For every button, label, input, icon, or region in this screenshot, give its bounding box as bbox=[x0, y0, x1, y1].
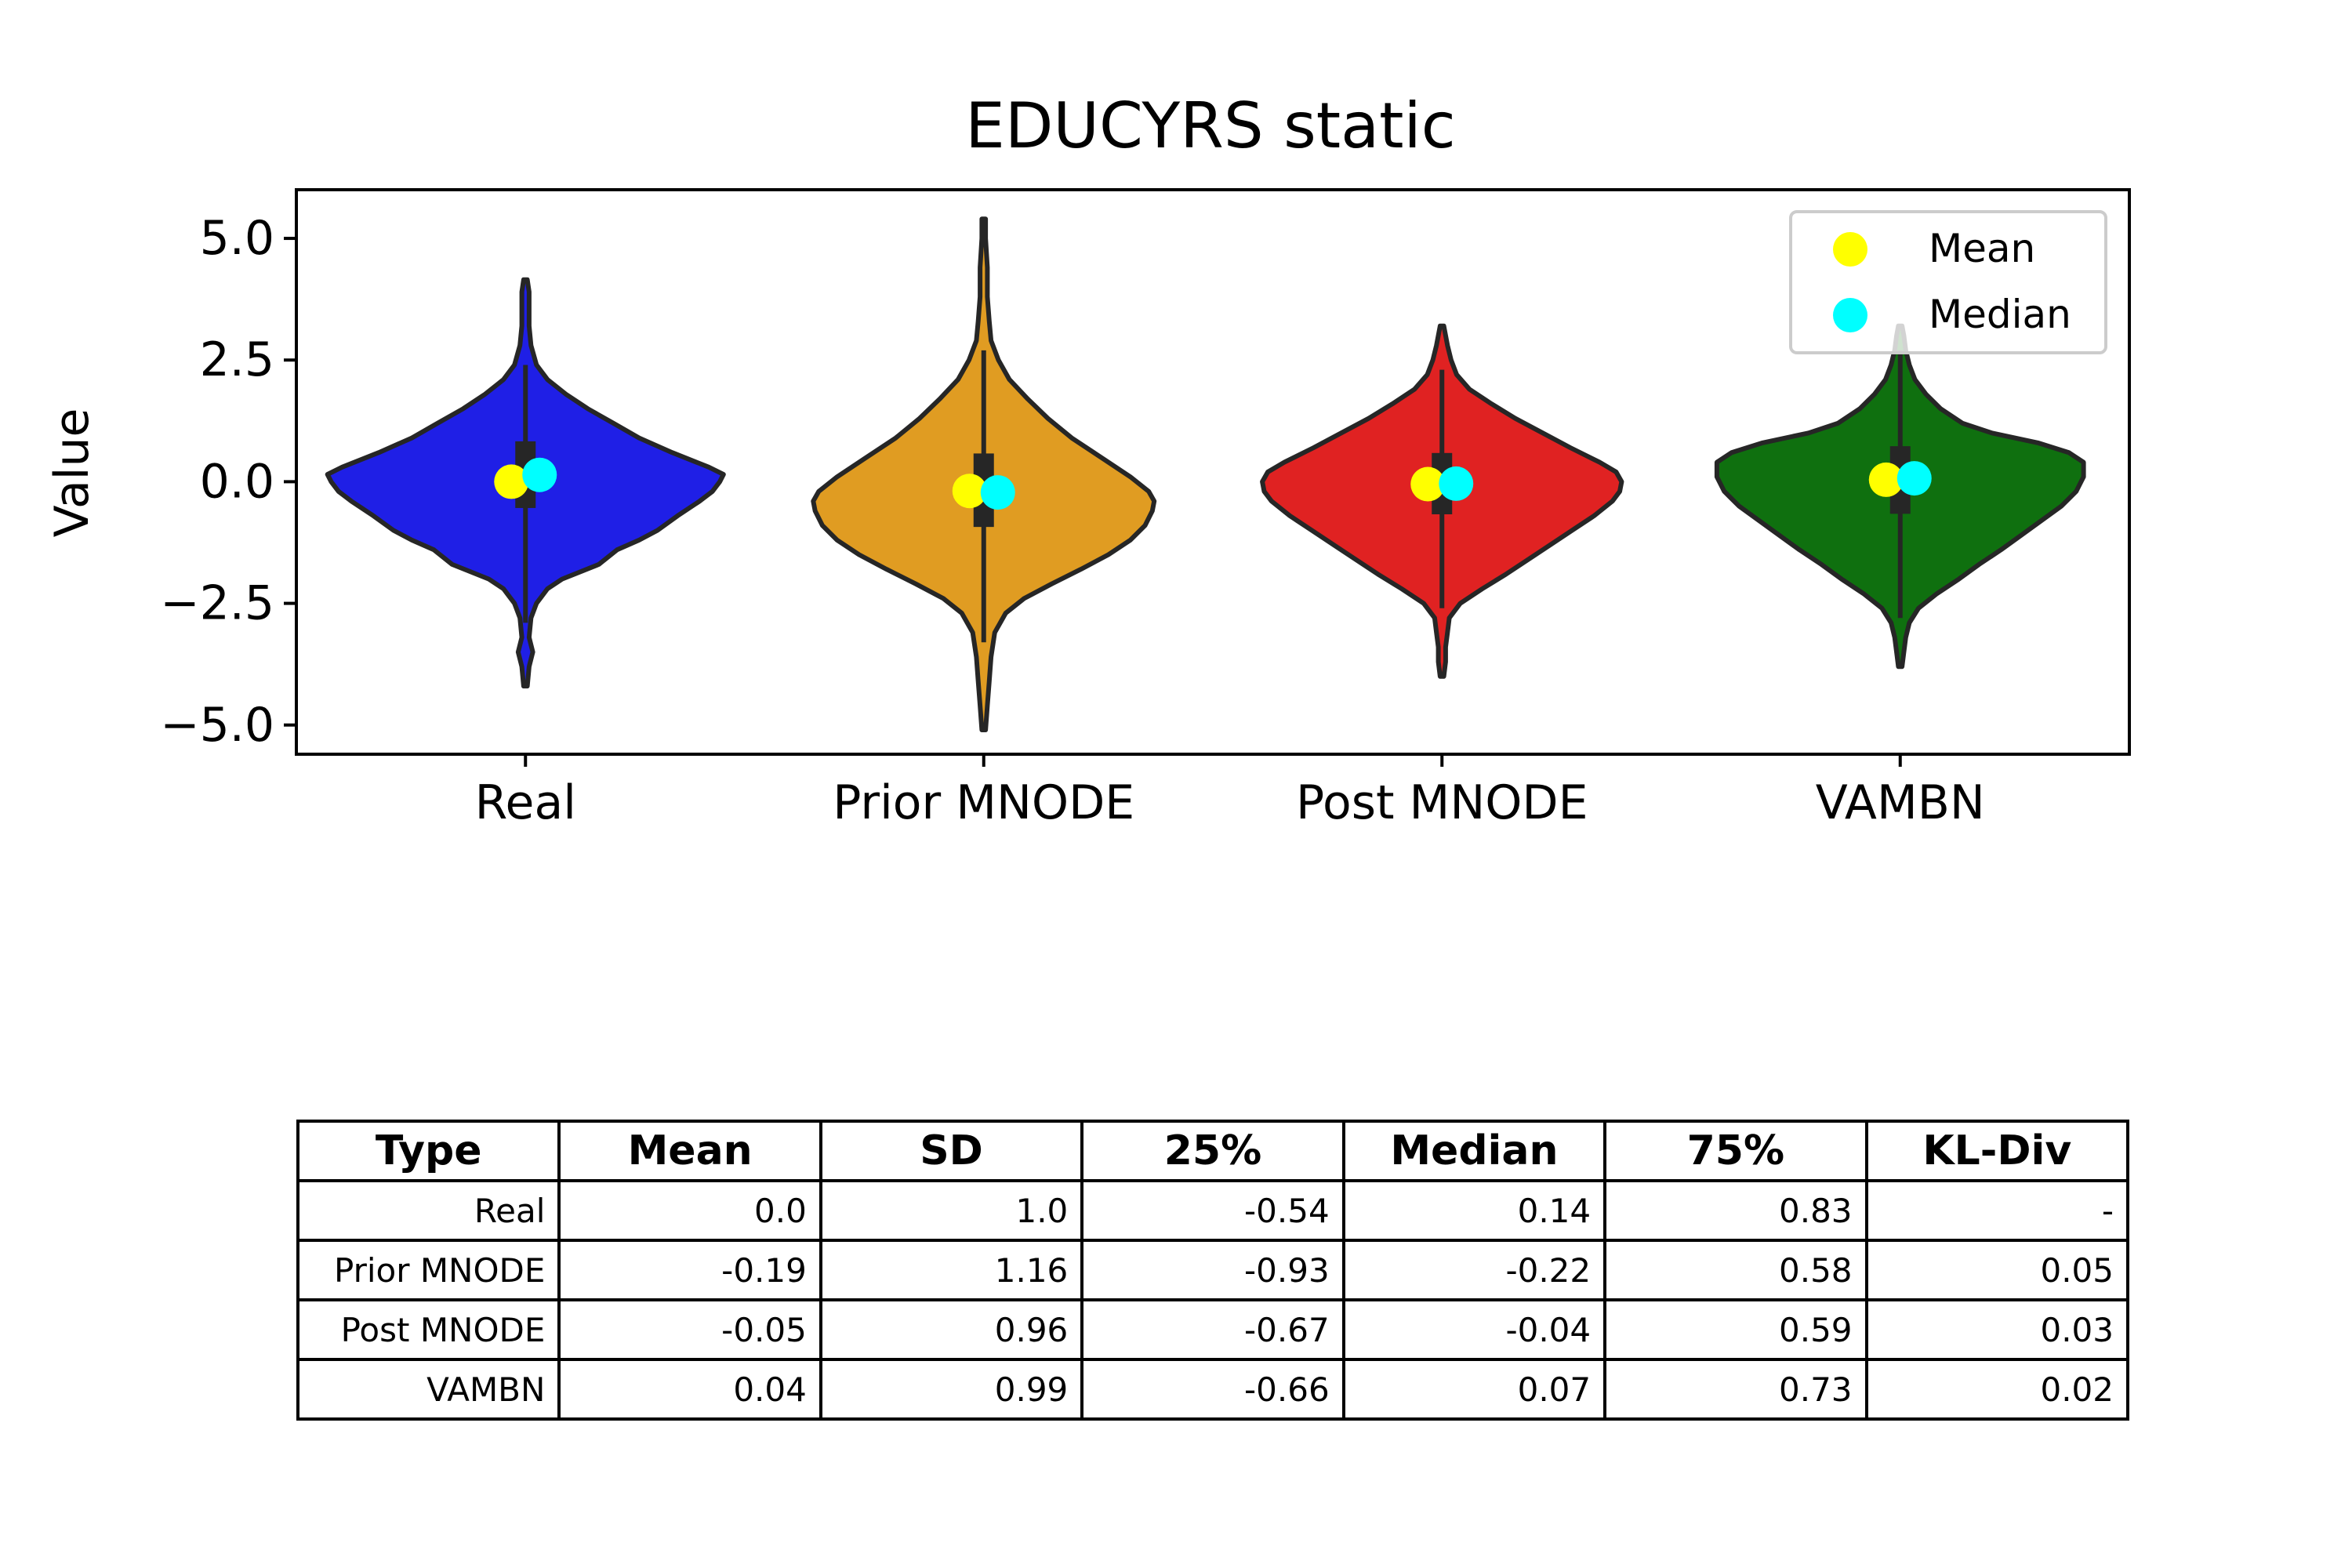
table-cell: 0.58 bbox=[1603, 1239, 1868, 1301]
table-cell: VAMBN bbox=[296, 1358, 561, 1421]
legend-box bbox=[1789, 210, 2107, 354]
table-cell: 0.14 bbox=[1341, 1179, 1607, 1242]
table-cell: 0.05 bbox=[1864, 1239, 2130, 1301]
table-cell: 1.0 bbox=[818, 1179, 1084, 1242]
table-cell: -0.66 bbox=[1080, 1358, 1345, 1421]
median-marker bbox=[1896, 461, 1932, 496]
summary-table: Type Mean SD 25% Median 75% KL-Div Real … bbox=[296, 1120, 2130, 1421]
table-cell: 1.16 bbox=[818, 1239, 1084, 1301]
mean-marker bbox=[952, 474, 987, 509]
table-cell: 0.04 bbox=[557, 1358, 822, 1421]
mean-marker bbox=[1868, 462, 1904, 497]
table-cell: 0.0 bbox=[557, 1179, 822, 1242]
table-row: Prior MNODE -0.19 1.16 -0.93 -0.22 0.58 … bbox=[296, 1239, 2130, 1301]
y-tick-label: 0.0 bbox=[200, 454, 274, 509]
table-cell: 0.59 bbox=[1603, 1298, 1868, 1361]
legend-median-label: Median bbox=[1929, 292, 2071, 337]
header-median: Median bbox=[1341, 1120, 1607, 1182]
median-marker bbox=[522, 457, 557, 492]
x-tick-label: Real bbox=[475, 775, 576, 830]
plot-frame bbox=[295, 188, 2131, 756]
table-cell: -0.05 bbox=[557, 1298, 822, 1361]
violin-vambn bbox=[1714, 323, 2086, 670]
table-cell: -0.22 bbox=[1341, 1239, 1607, 1301]
x-axis: Real Prior MNODE Post MNODE VAMBN bbox=[475, 754, 1985, 830]
table-cell: -0.54 bbox=[1080, 1179, 1345, 1242]
table-cell: -0.93 bbox=[1080, 1239, 1345, 1301]
y-tick-label: 2.5 bbox=[200, 332, 274, 387]
median-marker bbox=[980, 475, 1015, 510]
legend-mean-marker bbox=[1833, 232, 1867, 267]
table-row: Real 0.0 1.0 -0.54 0.14 0.83 - bbox=[296, 1179, 2130, 1242]
header-kl-div: KL-Div bbox=[1864, 1120, 2130, 1182]
legend: Mean Median bbox=[1789, 210, 2107, 354]
table-cell: -0.04 bbox=[1341, 1298, 1607, 1361]
y-axis-label: Value bbox=[45, 408, 100, 538]
header-mean: Mean bbox=[557, 1120, 822, 1182]
header-type: Type bbox=[296, 1120, 561, 1182]
y-tick-label: −5.0 bbox=[160, 698, 274, 753]
table-cell: Prior MNODE bbox=[296, 1239, 561, 1301]
y-axis: 5.0 2.5 0.0 −2.5 −5.0 bbox=[160, 211, 296, 753]
table-cell: 0.73 bbox=[1603, 1358, 1868, 1421]
legend-mean-label: Mean bbox=[1929, 226, 2035, 271]
table-cell: 0.03 bbox=[1864, 1298, 2130, 1361]
y-tick-label: 5.0 bbox=[200, 211, 274, 266]
x-tick-label: Post MNODE bbox=[1296, 775, 1588, 830]
table-row: Post MNODE -0.05 0.96 -0.67 -0.04 0.59 0… bbox=[296, 1298, 2130, 1361]
table-cell: Post MNODE bbox=[296, 1298, 561, 1361]
median-marker bbox=[1439, 466, 1474, 501]
table-cell: 0.99 bbox=[818, 1358, 1084, 1421]
x-tick-label: VAMBN bbox=[1816, 775, 1985, 830]
x-tick-label: Prior MNODE bbox=[833, 775, 1134, 830]
table-cell: - bbox=[1864, 1179, 2130, 1242]
table-cell: -0.19 bbox=[557, 1239, 822, 1301]
table-header-row: Type Mean SD 25% Median 75% KL-Div bbox=[296, 1120, 2130, 1182]
legend-median-marker bbox=[1833, 298, 1867, 332]
header-25: 25% bbox=[1080, 1120, 1345, 1182]
table-cell: 0.02 bbox=[1864, 1358, 2130, 1421]
violin-post-mnode bbox=[1260, 323, 1624, 679]
violin-group bbox=[325, 216, 2086, 732]
violin-real bbox=[325, 277, 726, 689]
table-cell: 0.83 bbox=[1603, 1179, 1868, 1242]
table-cell: Real bbox=[296, 1179, 561, 1242]
header-sd: SD bbox=[818, 1120, 1084, 1182]
table-cell: 0.96 bbox=[818, 1298, 1084, 1361]
mean-marker bbox=[1410, 466, 1446, 502]
y-tick-label: −2.5 bbox=[160, 576, 274, 631]
table-cell: -0.67 bbox=[1080, 1298, 1345, 1361]
violin-prior-mnode bbox=[811, 216, 1157, 732]
chart-title: EDUCYRS static bbox=[965, 89, 1455, 162]
mean-marker bbox=[494, 464, 529, 499]
header-75: 75% bbox=[1603, 1120, 1868, 1182]
table-row: VAMBN 0.04 0.99 -0.66 0.07 0.73 0.02 bbox=[296, 1358, 2130, 1421]
table-cell: 0.07 bbox=[1341, 1358, 1607, 1421]
